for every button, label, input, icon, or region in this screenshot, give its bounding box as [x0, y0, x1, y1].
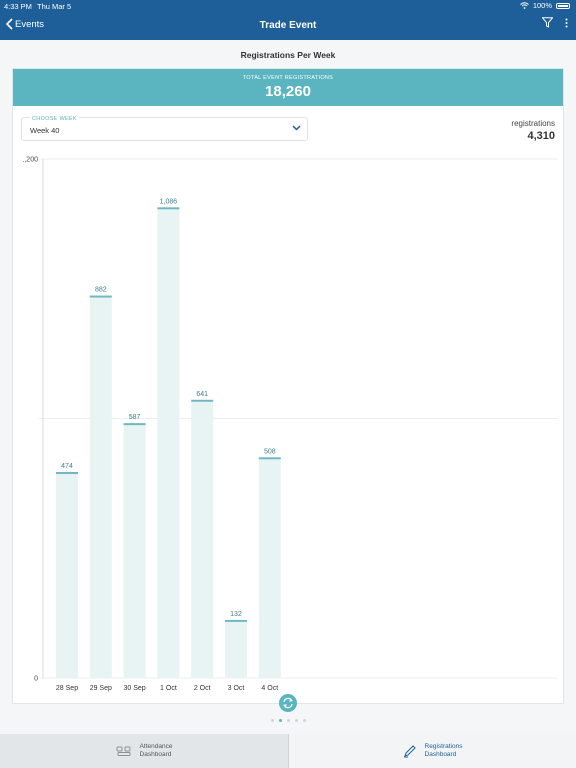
refresh-icon — [283, 697, 293, 709]
battery-percent: 100% — [532, 1, 552, 10]
pen-icon — [403, 745, 416, 758]
page-dot[interactable] — [286, 719, 290, 722]
page-dot[interactable] — [302, 719, 306, 722]
tab-registrations-dashboard[interactable]: Registrations Dashboard — [288, 734, 576, 768]
bar — [157, 208, 180, 678]
chevron-down-icon — [292, 125, 301, 131]
data-label: 641 — [196, 391, 208, 398]
bar — [225, 620, 247, 678]
week-registrations: registrations 4,310 — [511, 119, 555, 142]
week-registrations-value: 4,310 — [527, 130, 555, 142]
bar-cap — [89, 295, 112, 298]
x-tick-label: 28 Sep — [56, 685, 78, 692]
nav-title: Trade Event — [259, 20, 317, 31]
status-date: Thu Mar 5 — [37, 2, 72, 11]
back-button[interactable]: Events — [6, 18, 44, 30]
nav-actions — [542, 17, 568, 28]
week-select[interactable]: CHOOSE WEEK Week 40 — [21, 116, 308, 141]
registrations-bar-chart: 1,200 0 474 28 Sep 882 29 Sep 587 30 Sep 1,086 1 … — [23, 157, 558, 692]
total-registrations-value: 18,260 — [265, 83, 311, 100]
bar-cap — [225, 619, 247, 622]
data-label: 132 — [230, 611, 242, 618]
data-label: 1,086 — [160, 198, 178, 205]
data-label: 474 — [61, 463, 73, 470]
total-registrations-banner: TOTAL EVENT REGISTRATIONS 18,260 — [13, 69, 563, 106]
nav-bar: Events Trade Event — [0, 12, 576, 40]
tab-attendance-label: Attendance Dashboard — [139, 743, 173, 758]
data-label: 882 — [95, 287, 107, 294]
total-registrations-label: TOTAL EVENT REGISTRATIONS — [242, 75, 334, 81]
week-select-label: CHOOSE WEEK — [30, 116, 79, 122]
x-tick-label: 4 Oct — [261, 685, 278, 692]
bar-cap — [56, 471, 78, 474]
battery-icon — [556, 2, 570, 9]
bar-cap — [123, 423, 146, 426]
page-title: Registrations Per Week — [240, 50, 336, 60]
x-tick-label: 29 Sep — [90, 685, 112, 692]
page-dot[interactable] — [294, 719, 298, 722]
tab-attendance-dashboard[interactable]: Attendance Dashboard — [0, 734, 288, 768]
status-right: 100% — [519, 1, 570, 10]
data-label: 508 — [264, 448, 276, 455]
back-label: Events — [15, 18, 45, 30]
filter-icon[interactable] — [542, 17, 553, 28]
x-tick-label: 30 Sep — [124, 685, 146, 692]
status-time: 4:33 PM — [4, 2, 32, 11]
week-registrations-label: registrations — [511, 119, 555, 128]
chart-card: TOTAL EVENT REGISTRATIONS 18,260 CHOOSE … — [12, 68, 564, 704]
bar — [123, 424, 146, 678]
refresh-button[interactable] — [279, 694, 297, 712]
x-tick-label: 3 Oct — [228, 685, 245, 692]
bar — [89, 296, 112, 678]
x-tick-label: 2 Oct — [194, 685, 211, 692]
y-tick-label: 1,200 — [23, 157, 38, 164]
page-indicator — [0, 719, 576, 722]
wifi-icon — [519, 2, 529, 9]
data-label: 587 — [129, 414, 141, 421]
bar-cap — [258, 457, 281, 460]
x-tick-label: 1 Oct — [160, 685, 177, 692]
bar-cap — [191, 399, 214, 402]
bar — [56, 472, 78, 678]
bar-cap — [157, 207, 180, 210]
y-tick-label: 0 — [34, 676, 38, 683]
tab-registrations-label: Registrations Dashboard — [424, 743, 463, 758]
page-dot[interactable] — [270, 719, 274, 722]
page-dot[interactable] — [278, 719, 282, 722]
tab-bar: Attendance Dashboard Registrations Dashb… — [0, 734, 576, 768]
more-vertical-icon[interactable] — [565, 18, 568, 28]
people-icon — [116, 746, 131, 756]
week-select-value: Week 40 — [30, 126, 60, 135]
bar — [191, 400, 214, 678]
status-bar: 4:33 PM Thu Mar 5 100% — [0, 0, 576, 12]
chevron-left-icon — [6, 18, 13, 30]
bar — [258, 458, 281, 678]
